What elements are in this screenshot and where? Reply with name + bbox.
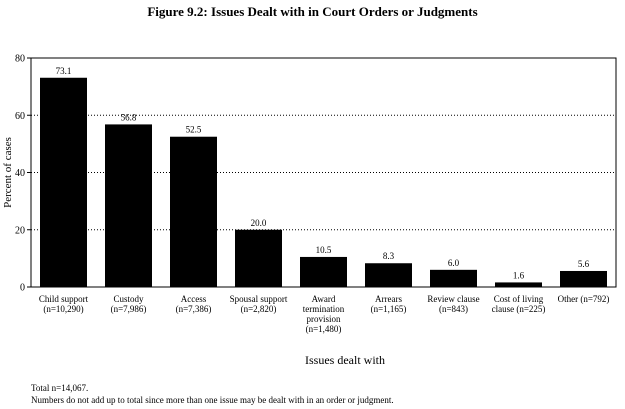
category-label-0-1: (n=10,290) <box>43 304 83 314</box>
value-label-6: 6.0 <box>448 258 460 268</box>
category-label-5-0: Arrears <box>375 294 402 304</box>
bar-0 <box>40 77 87 287</box>
category-label-2-1: (n=7,386) <box>176 304 212 314</box>
value-label-3: 20.0 <box>251 218 267 228</box>
category-label-4-3: (n=1,480) <box>306 324 342 334</box>
category-label-1-1: (n=7,986) <box>111 304 147 314</box>
category-label-6-1: (n=843) <box>439 304 468 314</box>
value-label-0: 73.1 <box>56 66 72 76</box>
category-label-4-0: Award <box>312 294 336 304</box>
x-axis-title: Issues dealt with <box>305 353 385 367</box>
category-label-1-0: Custody <box>113 294 144 304</box>
category-label-4-2: provision <box>306 314 341 324</box>
chart-title: Figure 9.2: Issues Dealt with in Court O… <box>147 4 478 19</box>
bar-5 <box>365 263 412 287</box>
value-label-8: 5.6 <box>578 259 590 269</box>
value-label-4: 10.5 <box>316 245 332 255</box>
bar-2 <box>170 136 217 287</box>
bar-3 <box>235 229 282 287</box>
y-axis-title: Percent of cases <box>2 137 14 208</box>
category-label-6-0: Review clause <box>427 294 479 304</box>
category-label-2-0: Access <box>181 294 207 304</box>
bar-6 <box>430 269 477 287</box>
value-label-2: 52.5 <box>186 125 202 135</box>
note-total: Total n=14,067. <box>31 383 89 393</box>
y-tick-label-20: 20 <box>15 225 25 236</box>
chart-notes: Total n=14,067. Numbers do not add up to… <box>31 382 394 406</box>
value-label-7: 1.6 <box>513 270 525 280</box>
y-tick-label-60: 60 <box>15 111 25 122</box>
category-label-4-1: termination <box>303 304 345 314</box>
y-tick-label-80: 80 <box>15 54 25 65</box>
y-tick-label-40: 40 <box>15 168 25 179</box>
bar-7 <box>495 282 542 287</box>
category-label-8-0: Other (n=792) <box>558 294 610 304</box>
bar-8 <box>560 270 607 287</box>
note-disclaimer: Numbers do not add up to total since mor… <box>31 395 394 405</box>
category-label-3-1: (n=2,820) <box>241 304 277 314</box>
category-label-5-1: (n=1,165) <box>371 304 407 314</box>
bar-4 <box>300 256 347 287</box>
category-label-7-1: clause (n=225) <box>492 304 546 314</box>
category-label-0-0: Child support <box>39 294 89 304</box>
category-label-3-0: Spousal support <box>230 294 288 304</box>
value-label-1: 56.8 <box>121 112 137 122</box>
value-label-5: 8.3 <box>383 251 395 261</box>
bar-1 <box>105 124 152 287</box>
y-tick-label-0: 0 <box>20 283 25 294</box>
category-label-7-0: Cost of living <box>494 294 544 304</box>
